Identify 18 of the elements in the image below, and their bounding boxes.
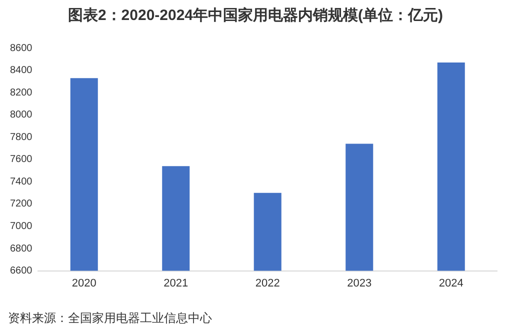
y-tick-label: 8200	[10, 87, 33, 98]
y-tick-label: 6800	[10, 243, 33, 254]
y-tick-label: 7400	[10, 176, 33, 188]
y-tick-label: 8600	[10, 42, 33, 54]
chart-title: 图表2：2020-2024年中国家用电器内销规模(单位：亿元)	[66, 6, 444, 25]
x-tick-label: 2024	[438, 277, 464, 290]
text: 资料来源：全国家用电器工业信息中心	[8, 310, 212, 327]
x-tick-label: 2022	[255, 277, 280, 290]
y-tick-label: 7600	[10, 154, 33, 166]
y-tick-label: 8000	[10, 110, 33, 121]
y-tick-label: 6600	[10, 266, 33, 277]
y-tick-label: 7800	[10, 132, 33, 143]
x-tick-label: 2021	[164, 277, 188, 290]
y-tick-label: 7000	[10, 220, 33, 232]
x-tick-label: 2023	[347, 277, 372, 290]
y-tick-label: 7200	[10, 198, 33, 210]
y-tick-label: 8400	[10, 65, 33, 76]
x-tick-label: 2020	[72, 277, 96, 290]
